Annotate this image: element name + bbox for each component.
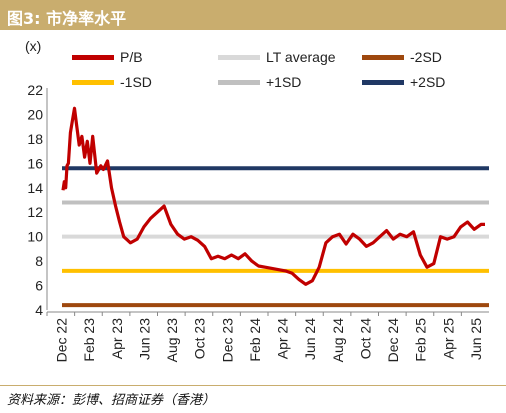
x-tick-label: Feb 23 <box>81 318 97 362</box>
x-tick-label: Oct 24 <box>357 318 373 359</box>
legend-label-plus-2sd: +2SD <box>410 74 446 90</box>
x-tick-label: Feb 25 <box>413 318 429 362</box>
legend-swatch-minus-2sd <box>362 55 404 60</box>
y-tick-label: 10 <box>27 229 43 245</box>
x-tick-label: Apr 23 <box>109 318 125 359</box>
legend-label-lt-average: LT average <box>266 49 336 65</box>
source-note: 资料来源：彭博、招商证券（香港） <box>7 393 216 408</box>
x-tick-label: Aug 23 <box>164 318 180 363</box>
y-tick-label: 6 <box>35 278 43 294</box>
chart-title: 图3: 市净率水平 <box>7 9 127 28</box>
x-tick-label: Oct 23 <box>192 318 208 359</box>
x-tick-label: Dec 23 <box>219 318 235 363</box>
legend-swatch-plus-1sd <box>218 80 260 85</box>
y-tick-label: 14 <box>27 180 43 196</box>
legend-swatch-pb <box>72 55 114 60</box>
y-tick-label: 18 <box>27 131 43 147</box>
x-tick-label: Feb 24 <box>247 318 263 362</box>
title-bar: 图3: 市净率水平 <box>0 0 506 30</box>
x-tick-label: Aug 24 <box>330 318 346 363</box>
x-tick-label: Dec 24 <box>385 318 401 363</box>
x-tick-label: Apr 25 <box>440 318 456 359</box>
y-tick-label: 4 <box>35 302 43 318</box>
legend-swatch-plus-2sd <box>362 80 404 85</box>
y-tick-label: 8 <box>35 253 43 269</box>
y-unit-label: (x) <box>25 38 42 54</box>
legend-label-minus-2sd: -2SD <box>410 49 442 65</box>
x-tick-label: Jun 23 <box>136 318 152 360</box>
y-tick-label: 12 <box>27 204 43 220</box>
reference-lines <box>62 166 489 308</box>
y-tick-label: 16 <box>27 155 43 171</box>
x-tick-label: Apr 24 <box>275 318 291 359</box>
series-layer <box>61 106 485 286</box>
x-tick-label: Dec 22 <box>54 318 70 363</box>
series-line-pb <box>61 106 485 286</box>
legend-label-pb: P/B <box>120 49 143 65</box>
legend-swatch-lt-average <box>218 55 260 60</box>
axes: 4 6 8 10 12 14 16 18 20 22 Dec 22 Feb 23 Apr 23 Jun 2… <box>27 82 489 362</box>
legend-swatch-minus-1sd <box>72 80 114 85</box>
y-tick-label: 22 <box>27 82 43 98</box>
x-tick-label: Jun 25 <box>468 318 484 360</box>
bottom-rule <box>0 385 506 386</box>
legend-label-minus-1sd: -1SD <box>120 74 152 90</box>
y-tick-label: 20 <box>27 106 43 122</box>
chart-svg: 4 6 8 10 12 14 16 18 20 22 Dec 22 Feb 23 Apr 23 Jun 2… <box>27 82 489 362</box>
legend-label-plus-1sd: +1SD <box>266 74 302 90</box>
x-tick-label: Jun 24 <box>302 318 318 360</box>
